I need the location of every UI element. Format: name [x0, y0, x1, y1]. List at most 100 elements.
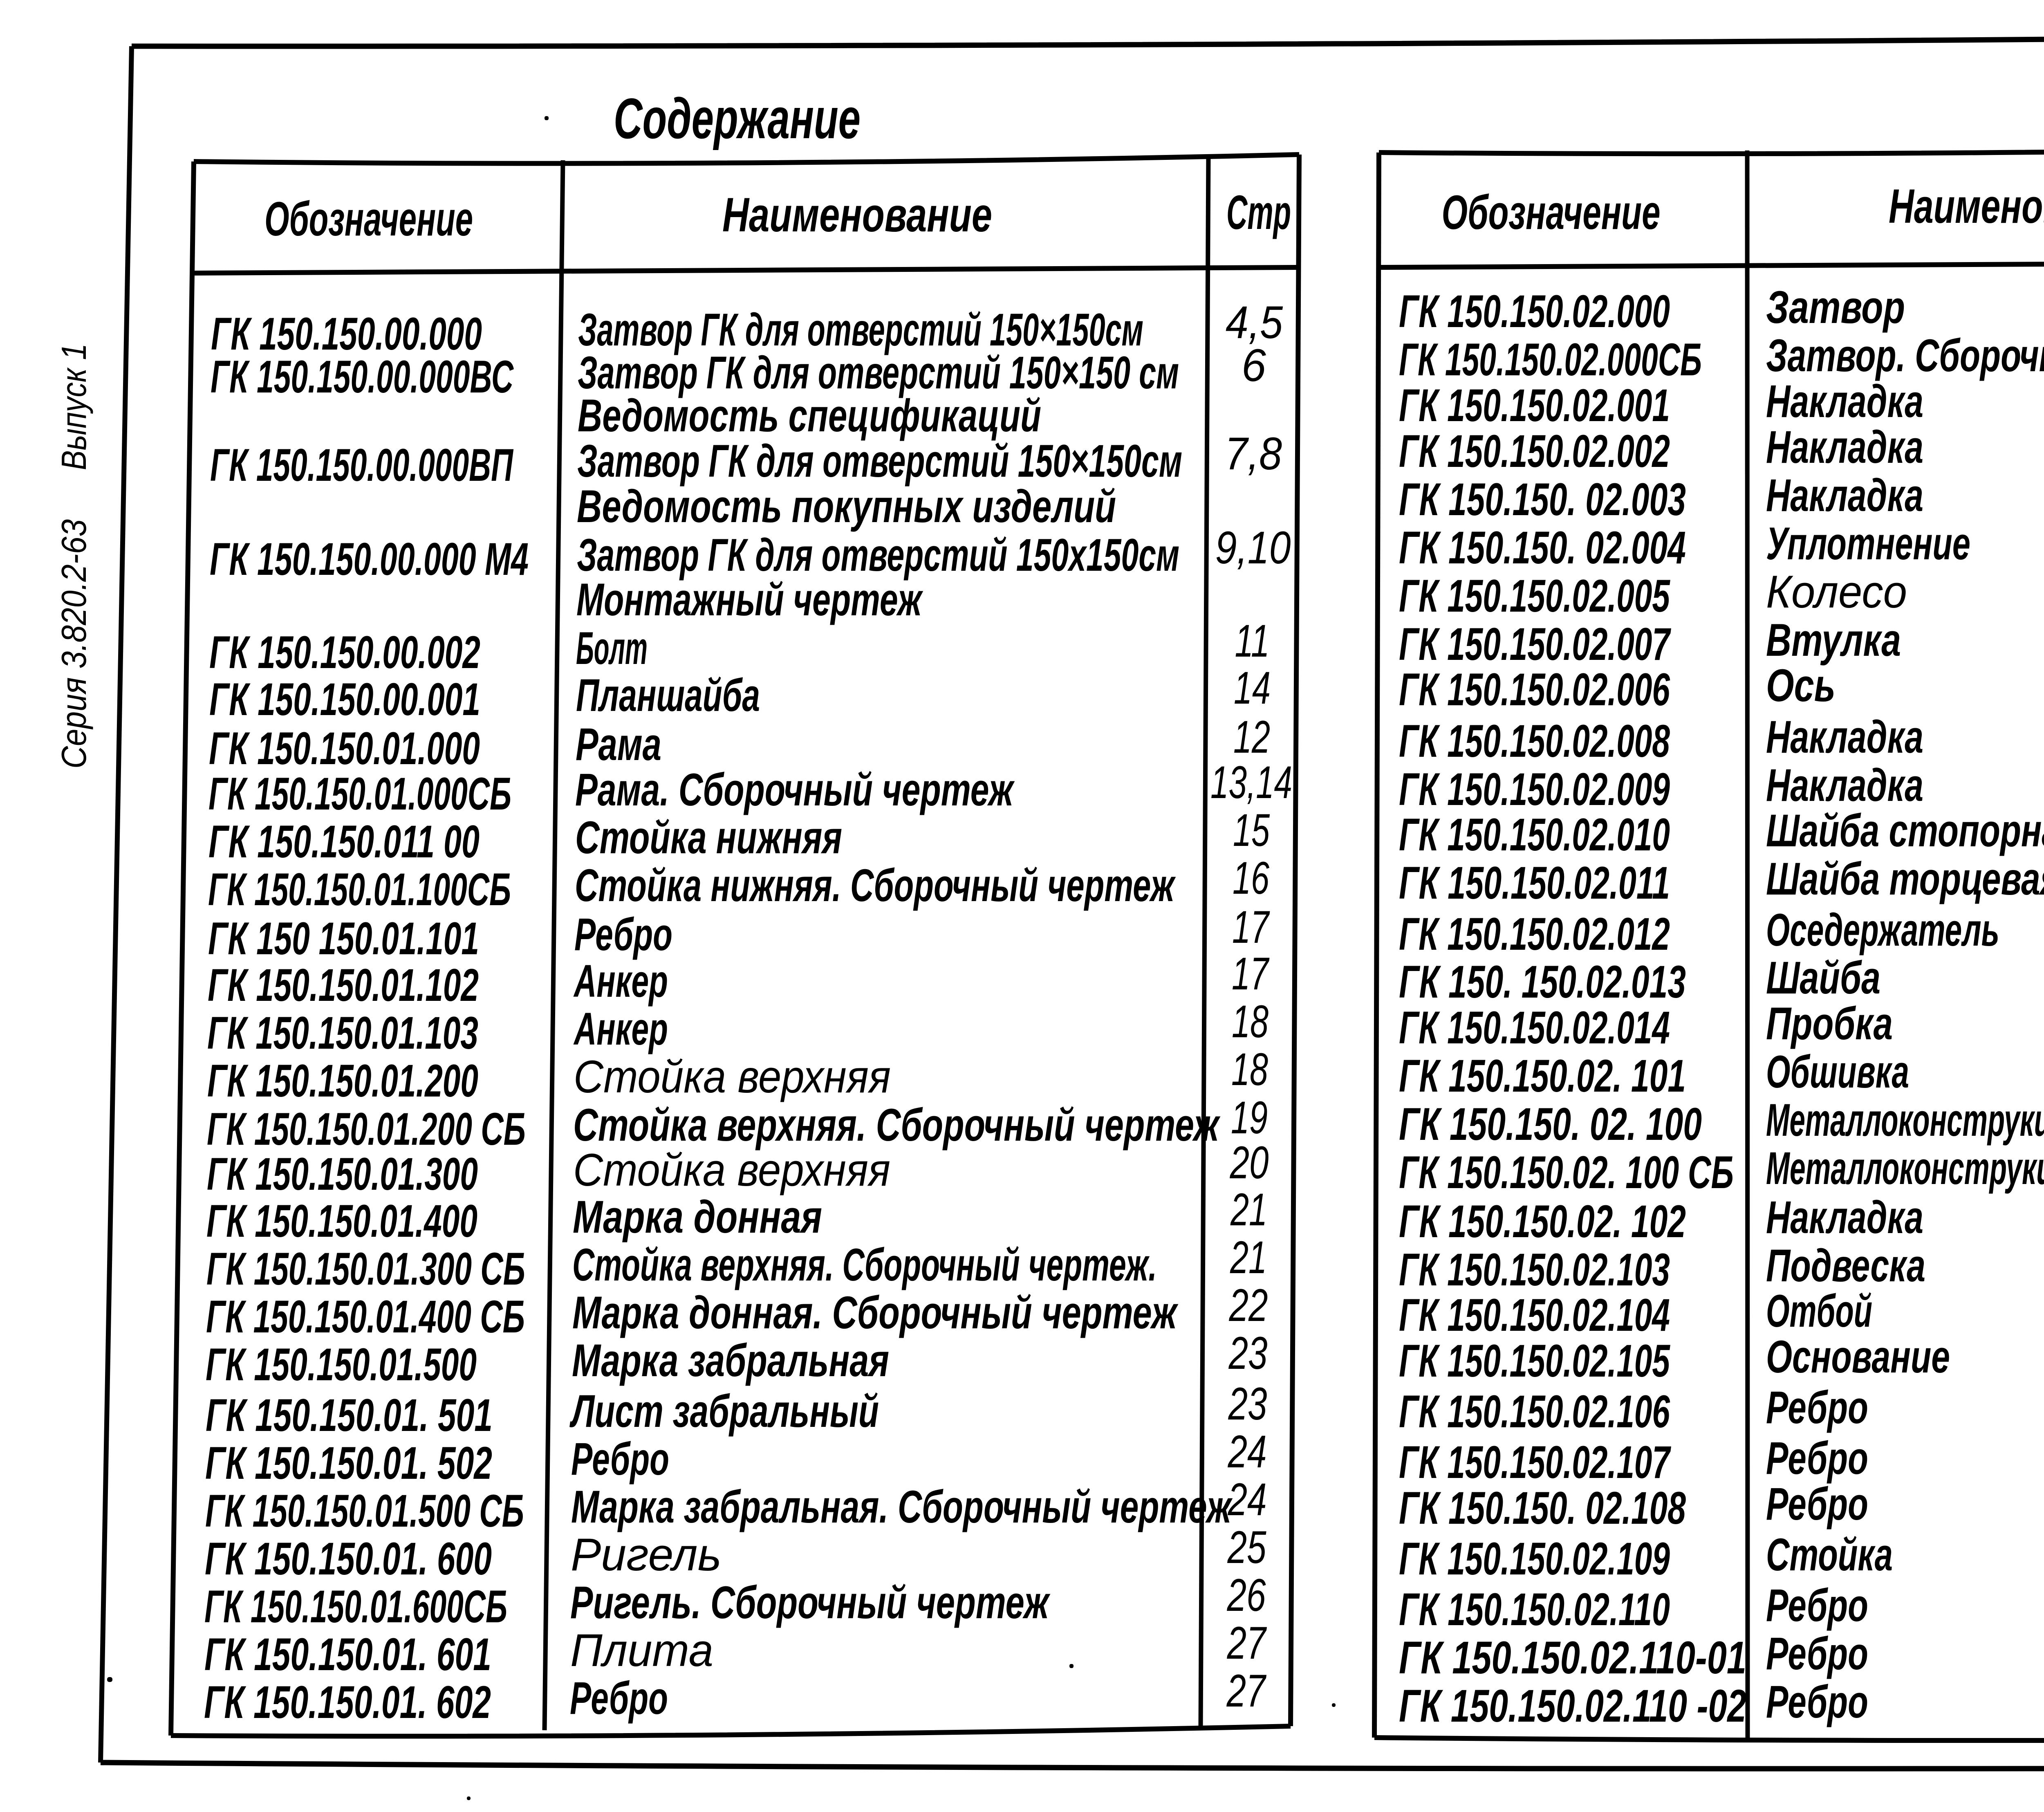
- svg-text:Обшивка: Обшивка: [1766, 1046, 1909, 1097]
- svg-text:ГК 150.150.02.000: ГК 150.150.02.000: [1399, 286, 1670, 337]
- svg-text:Основание: Основание: [1766, 1331, 1950, 1382]
- svg-text:13,14: 13,14: [1210, 757, 1292, 808]
- svg-text:ГК 150.150.011 00: ГК 150.150.011 00: [208, 816, 480, 867]
- svg-text:ГК 150.150.00.000ВС: ГК 150.150.00.000ВС: [211, 351, 514, 402]
- svg-text:Накладка: Накладка: [1766, 470, 1923, 521]
- svg-text:ГК 150.150.01.600СБ: ГК 150.150.01.600СБ: [204, 1581, 507, 1632]
- svg-text:Пробка: Пробка: [1766, 998, 1893, 1049]
- svg-text:ГК 150.150.01.000СБ: ГК 150.150.01.000СБ: [208, 768, 511, 819]
- svg-text:24: 24: [1228, 1474, 1267, 1525]
- svg-text:ГК 150.150.02.110 -02: ГК 150.150.02.110 -02: [1399, 1680, 1746, 1731]
- svg-text:ГК 150.150.02.011: ГК 150.150.02.011: [1399, 857, 1670, 908]
- svg-text:Выпуск 1: Выпуск 1: [55, 343, 94, 470]
- svg-text:16: 16: [1233, 852, 1270, 904]
- svg-text:ГК 150.150.02.008: ГК 150.150.02.008: [1399, 715, 1670, 767]
- svg-text:ГК 150.150.01.500 СБ: ГК 150.150.01.500 СБ: [205, 1485, 524, 1536]
- svg-text:Ребро: Ребро: [1766, 1628, 1868, 1679]
- svg-text:ГК 150.150.02.005: ГК 150.150.02.005: [1399, 570, 1670, 621]
- svg-text:ГК 150.150.02.107: ГК 150.150.02.107: [1399, 1437, 1671, 1488]
- svg-text:Стойка верхняя: Стойка верхняя: [574, 1051, 891, 1102]
- svg-text:27: 27: [1227, 1617, 1267, 1668]
- svg-text:24: 24: [1228, 1426, 1267, 1477]
- svg-text:ГК 150.150.00.000 М4: ГК 150.150.00.000 М4: [210, 534, 529, 585]
- svg-text:ГК 150.150. 02.003: ГК 150.150. 02.003: [1399, 474, 1686, 525]
- svg-text:ГК 150.150.01. 602: ГК 150.150.01. 602: [204, 1677, 491, 1728]
- svg-text:Затвор ГК для отверстий 150×15: Затвор ГК для отверстий 150×150см: [577, 435, 1182, 487]
- svg-text:19: 19: [1231, 1092, 1268, 1143]
- svg-text:Накладка: Накладка: [1766, 760, 1923, 811]
- svg-text:Содержание: Содержание: [614, 86, 861, 150]
- svg-text:Ребро: Ребро: [1766, 1382, 1868, 1433]
- svg-text:Плита: Плита: [570, 1625, 713, 1676]
- svg-text:Наименование: Наименование: [722, 188, 992, 242]
- svg-text:27: 27: [1226, 1665, 1267, 1716]
- svg-text:14: 14: [1234, 662, 1271, 713]
- svg-text:ГК 150.150.00.000ВП: ГК 150.150.00.000ВП: [210, 440, 514, 491]
- svg-text:ГК 150.150.02.014: ГК 150.150.02.014: [1399, 1002, 1670, 1053]
- svg-text:Марка донная: Марка донная: [573, 1191, 822, 1242]
- svg-text:Ось: Ось: [1766, 660, 1836, 711]
- svg-text:7,8: 7,8: [1225, 428, 1282, 479]
- svg-text:Анкер: Анкер: [573, 955, 668, 1007]
- svg-text:Ведомость покупных изделий: Ведомость покупных изделий: [577, 481, 1116, 532]
- svg-text:23: 23: [1228, 1378, 1267, 1429]
- svg-text:Обозначение: Обозначение: [1442, 186, 1661, 240]
- svg-text:6: 6: [1242, 340, 1266, 391]
- svg-text:ГК 150.150.01.400: ГК 150.150.01.400: [206, 1195, 477, 1247]
- svg-text:ГК 150.150. 02.108: ГК 150.150. 02.108: [1399, 1482, 1686, 1534]
- svg-text:Марка забральная. Сборочный ч: Марка забральная. Сборочный чертеж: [571, 1481, 1233, 1532]
- svg-text:Наименование: Наименование: [1889, 179, 2044, 233]
- svg-text:Болт: Болт: [576, 623, 648, 674]
- svg-text:Ребро: Ребро: [571, 1433, 669, 1485]
- svg-text:25: 25: [1227, 1522, 1266, 1573]
- svg-text:Стойка: Стойка: [1766, 1529, 1893, 1580]
- svg-text:ГК 150.150.01.500: ГК 150.150.01.500: [206, 1339, 477, 1390]
- svg-text:ГК 150.150.01.000: ГК 150.150.01.000: [209, 723, 480, 774]
- svg-text:Ребро: Ребро: [1766, 1478, 1868, 1529]
- svg-text:Рама: Рама: [576, 719, 661, 770]
- svg-text:Металлоконструкция.Сборочный ч: Металлоконструкция.Сборочный чертеж: [1766, 1143, 2044, 1194]
- svg-text:Накладка: Накладка: [1766, 1192, 1923, 1243]
- svg-text:Накладка: Накладка: [1766, 711, 1923, 762]
- svg-text:ГК 150.150.02.110: ГК 150.150.02.110: [1399, 1584, 1670, 1635]
- svg-text:22: 22: [1229, 1280, 1268, 1331]
- svg-text:Ребро: Ребро: [570, 1673, 668, 1724]
- svg-text:9,10: 9,10: [1215, 522, 1291, 573]
- svg-text:Рама. Сборочный чертеж: Рама. Сборочный чертеж: [575, 764, 1015, 815]
- svg-text:ГК 150.150.02.103: ГК 150.150.02.103: [1399, 1244, 1670, 1295]
- svg-text:ГК 150.150.01. 502: ГК 150.150.01. 502: [205, 1437, 492, 1489]
- svg-text:Ригель. Сборочный чертеж: Ригель. Сборочный чертеж: [570, 1577, 1051, 1628]
- svg-text:Уплотнение: Уплотнение: [1766, 518, 1970, 569]
- svg-text:4,5: 4,5: [1226, 297, 1283, 348]
- svg-text:Шайба: Шайба: [1766, 952, 1880, 1003]
- svg-text:21: 21: [1230, 1232, 1267, 1283]
- svg-text:ГК 150.150.01.102: ГК 150.150.01.102: [208, 960, 479, 1011]
- svg-text:ГК 150.150.01.100СБ: ГК 150.150.01.100СБ: [208, 864, 511, 915]
- svg-text:ГК 150.150.00.000: ГК 150.150.00.000: [211, 308, 482, 359]
- svg-text:Стр: Стр: [1226, 186, 1291, 240]
- svg-text:Затвор ГК для отверстий 150×15: Затвор ГК для отверстий 150×150 см: [578, 347, 1179, 398]
- svg-text:23: 23: [1228, 1328, 1268, 1379]
- svg-text:Ребро: Ребро: [1766, 1433, 1868, 1484]
- svg-text:ГК 150.150.00.001: ГК 150.150.00.001: [209, 674, 480, 725]
- svg-text:ГК 150.150.01.400 СБ: ГК 150.150.01.400 СБ: [206, 1291, 525, 1342]
- svg-text:ГК 150 150.01.101: ГК 150 150.01.101: [208, 913, 479, 964]
- svg-text:ГК 150.150.02. 101: ГК 150.150.02. 101: [1399, 1050, 1686, 1101]
- svg-text:ГК 150.150.02.000СБ: ГК 150.150.02.000СБ: [1399, 334, 1702, 385]
- svg-text:Колесо: Колесо: [1766, 566, 1907, 617]
- svg-text:Ребро: Ребро: [1766, 1676, 1868, 1727]
- svg-text:ГК 150.150.01.200 СБ: ГК 150.150.01.200 СБ: [207, 1103, 526, 1155]
- svg-text:ГК 150.150.01. 501: ГК 150.150.01. 501: [206, 1390, 493, 1441]
- svg-text:Планшайба: Планшайба: [576, 670, 760, 721]
- svg-text:Обозначение: Обозначение: [264, 192, 473, 246]
- svg-text:Стойка нижняя: Стойка нижняя: [575, 812, 842, 863]
- svg-text:Оседержатель: Оседержатель: [1766, 904, 1999, 955]
- svg-text:Анкер: Анкер: [573, 1003, 668, 1054]
- svg-text:15: 15: [1233, 805, 1270, 856]
- svg-text:21: 21: [1230, 1184, 1267, 1235]
- svg-text:17: 17: [1232, 948, 1270, 999]
- svg-text:Стойка нижняя. Сборочный черте: Стойка нижняя. Сборочный чертеж: [575, 860, 1176, 911]
- svg-text:Стойка верхняя. Сборочный чер: Стойка верхняя. Сборочный чертеж.: [572, 1239, 1157, 1290]
- svg-text:Накладка: Накладка: [1766, 376, 1923, 427]
- svg-text:ГК 150.150.01.300: ГК 150.150.01.300: [207, 1148, 478, 1200]
